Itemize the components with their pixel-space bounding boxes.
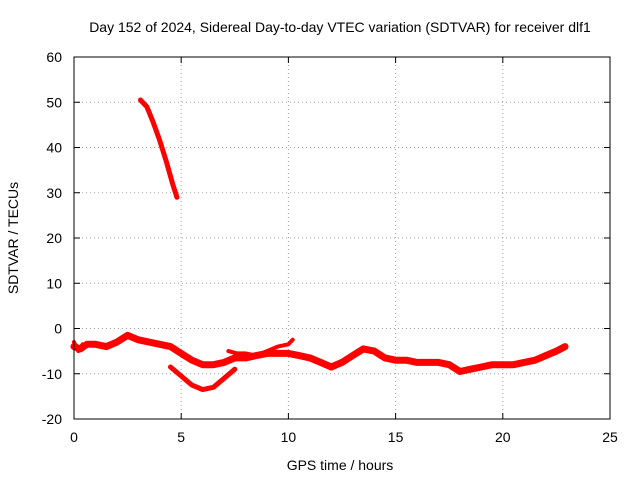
series-line-mid-bump [226, 337, 295, 358]
y-tick-label: 50 [46, 94, 62, 110]
y-tick-labels: -20 -10 0 10 20 30 40 50 60 [42, 49, 62, 427]
grid [74, 57, 610, 419]
y-tick-label: -20 [42, 411, 62, 427]
series-line-low-dip [168, 364, 238, 393]
y-tick-label: 10 [46, 275, 62, 291]
x-tick-label: 15 [388, 429, 404, 445]
y-tick-label: 40 [46, 140, 62, 156]
series-line-high-segment [138, 97, 180, 200]
y-tick-label: 30 [46, 185, 62, 201]
series-line-start-jitter [72, 340, 85, 354]
series-line-main-trend [70, 331, 569, 375]
plot-series [70, 97, 569, 393]
ticks [73, 56, 611, 420]
y-tick-label: 0 [54, 321, 62, 337]
y-tick-label: 20 [46, 230, 62, 246]
y-tick-label: 60 [46, 49, 62, 65]
x-tick-labels: 0 5 10 15 20 25 [70, 429, 618, 445]
y-axis-label: SDTVAR / TECUs [5, 182, 21, 294]
x-axis-label: GPS time / hours [287, 457, 394, 473]
x-tick-label: 25 [602, 429, 618, 445]
y-tick-label: -10 [42, 366, 62, 382]
x-tick-label: 20 [495, 429, 511, 445]
chart-title: Day 152 of 2024, Sidereal Day-to-day VTE… [89, 19, 591, 35]
x-tick-label: 5 [177, 429, 185, 445]
x-tick-label: 10 [281, 429, 297, 445]
x-tick-label: 0 [70, 429, 78, 445]
